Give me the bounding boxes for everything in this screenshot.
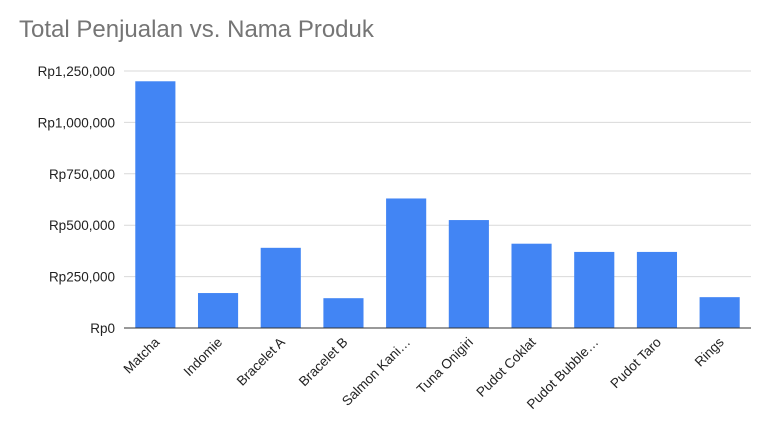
bar[interactable]: [386, 198, 427, 328]
x-tick-label: Matcha: [121, 334, 163, 376]
x-tick-label: Pudot Taro: [607, 335, 664, 392]
x-tick-label: Bracelet B: [296, 335, 351, 390]
bar[interactable]: [260, 247, 301, 328]
y-tick-label: Rp1,000,000: [38, 115, 115, 130]
x-tick-label: Pudot Coklat: [473, 334, 538, 399]
x-tick-label: Rings: [692, 334, 727, 369]
bar[interactable]: [197, 293, 239, 328]
bars: [135, 81, 740, 328]
y-tick-label: Rp750,000: [49, 167, 115, 182]
y-axis-ticks: Rp0 Rp250,000 Rp500,000 Rp750,000 Rp1,000,00…: [38, 64, 115, 336]
bar[interactable]: [135, 81, 176, 328]
x-tick-label: Salmon Kani…: [339, 335, 413, 409]
bar[interactable]: [448, 220, 489, 328]
bar[interactable]: [699, 297, 740, 328]
gridlines: [124, 70, 751, 278]
x-tick-label: Tuna Onigiri: [414, 335, 476, 397]
x-axis-ticks: Matcha Indomie Bracelet A Bracelet BSalmon …: [121, 334, 727, 412]
x-tick-label: Bracelet A: [234, 335, 288, 389]
bar[interactable]: [511, 243, 552, 328]
bar[interactable]: [323, 298, 364, 328]
y-tick-label: Rp1,250,000: [38, 64, 115, 79]
x-tick-label: Indomie: [181, 335, 226, 380]
y-tick-label: Rp500,000: [49, 218, 115, 233]
chart-title: Total Penjualan vs. Nama Produk: [19, 16, 374, 43]
bar[interactable]: [636, 251, 678, 328]
bar[interactable]: [574, 251, 615, 328]
y-tick-label: Rp250,000: [49, 270, 115, 285]
y-tick-label: Rp0: [90, 321, 115, 336]
